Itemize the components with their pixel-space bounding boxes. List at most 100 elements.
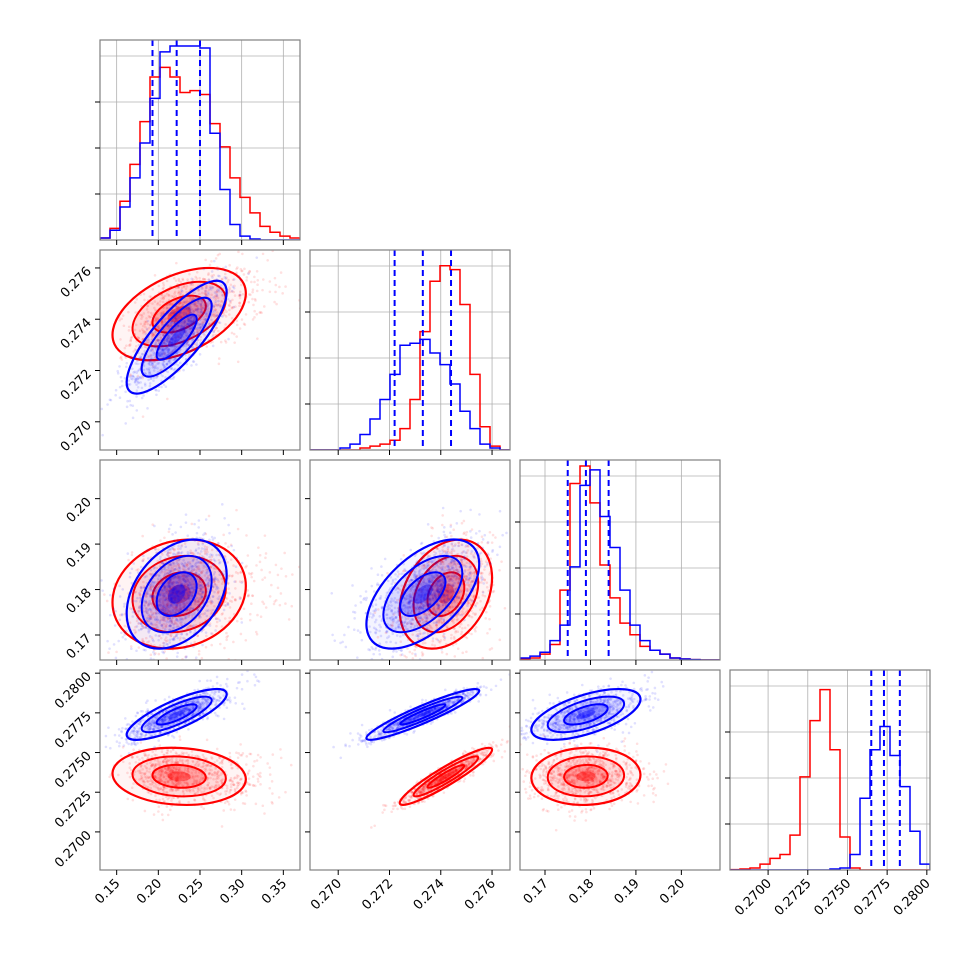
scatter-point [223, 646, 226, 650]
scatter-point [234, 565, 238, 569]
scatter-point [228, 308, 231, 312]
scatter-point [184, 578, 188, 582]
scatter-point [185, 633, 189, 636]
scatter-point [161, 321, 164, 324]
scatter-point [170, 603, 173, 607]
scatter-point [169, 599, 173, 603]
scatter-point [465, 551, 469, 555]
scatter-point [168, 341, 172, 344]
scatter-point [404, 617, 408, 621]
scatter-point [215, 617, 218, 620]
scatter-point [144, 372, 148, 376]
scatter-point [392, 617, 395, 621]
scatter-point [116, 369, 120, 373]
scatter-point [452, 528, 455, 532]
scatter-point [134, 599, 138, 603]
scatter-point [191, 307, 194, 311]
scatter-point [169, 571, 172, 574]
scatter-point [176, 325, 179, 328]
scatter-point [162, 383, 166, 387]
scatter-point [185, 322, 189, 326]
scatter-point [169, 570, 172, 573]
scatter-point [434, 582, 438, 586]
scatter-point [212, 273, 216, 277]
scatter-point [199, 308, 203, 312]
scatter-point [171, 601, 174, 604]
scatter-point [151, 302, 154, 305]
scatter-point [192, 587, 196, 591]
scatter-point [188, 272, 191, 276]
scatter-point [186, 592, 190, 596]
scatter-point [203, 333, 206, 337]
scatter-point [159, 604, 163, 607]
scatter-point [135, 395, 138, 398]
scatter-point [160, 312, 164, 316]
scatter-point [149, 568, 153, 572]
scatter-point [181, 563, 184, 566]
scatter-point [464, 545, 467, 548]
scatter-point [177, 600, 180, 604]
scatter-point [162, 341, 165, 344]
scatter-point [203, 278, 207, 281]
scatter-point [160, 352, 163, 356]
scatter-point [166, 553, 169, 557]
scatter-point [416, 601, 419, 605]
scatter-point [188, 327, 192, 331]
scatter-point [166, 339, 169, 343]
scatter-point [174, 318, 178, 322]
scatter-point [227, 545, 230, 549]
scatter-point [196, 307, 200, 311]
scatter-point [240, 269, 244, 273]
scatter-point [173, 635, 177, 639]
scatter-point [447, 574, 451, 578]
scatter-point [205, 289, 208, 293]
scatter-point [438, 591, 442, 594]
scatter-point [436, 591, 440, 595]
scatter-point [443, 600, 447, 604]
scatter-point [425, 672, 428, 675]
scatter-point [226, 602, 229, 605]
scatter-point [167, 293, 171, 297]
scatter-point [436, 579, 440, 583]
scatter-point [264, 556, 267, 560]
scatter-point [166, 618, 170, 621]
scatter-point [152, 650, 155, 654]
scatter-point [172, 584, 176, 587]
scatter-point [177, 302, 181, 306]
scatter-point [170, 589, 174, 592]
scatter-point [109, 398, 113, 402]
scatter-point [193, 600, 197, 604]
scatter-point [169, 324, 173, 327]
scatter-point [431, 581, 435, 584]
scatter-point [406, 617, 410, 620]
scatter-point [194, 295, 198, 298]
scatter-point [473, 627, 476, 631]
scatter-point [217, 321, 221, 324]
scatter-point [185, 591, 189, 595]
scatter-point [212, 296, 215, 299]
scatter-point [179, 575, 182, 579]
scatter-point [443, 601, 447, 604]
scatter-point [435, 626, 439, 630]
scatter-point [176, 568, 180, 572]
scatter-point [169, 523, 172, 527]
scatter-point [433, 593, 437, 596]
scatter-point [440, 622, 444, 625]
scatter-point [173, 548, 176, 551]
scatter-point [115, 650, 118, 654]
scatter-point [469, 572, 473, 576]
scatter-point [431, 588, 435, 592]
scatter-point [176, 607, 179, 611]
scatter-point [144, 593, 148, 596]
scatter-point [415, 574, 418, 577]
scatter-point [183, 320, 187, 324]
scatter-point [152, 584, 156, 587]
scatter-point [136, 596, 139, 600]
scatter-point [445, 626, 449, 630]
scatter-point [213, 559, 217, 563]
scatter-point [165, 345, 169, 349]
scatter-point [212, 558, 216, 562]
scatter-point [422, 604, 426, 608]
scatter-point [200, 305, 203, 308]
scatter-point [220, 503, 224, 506]
